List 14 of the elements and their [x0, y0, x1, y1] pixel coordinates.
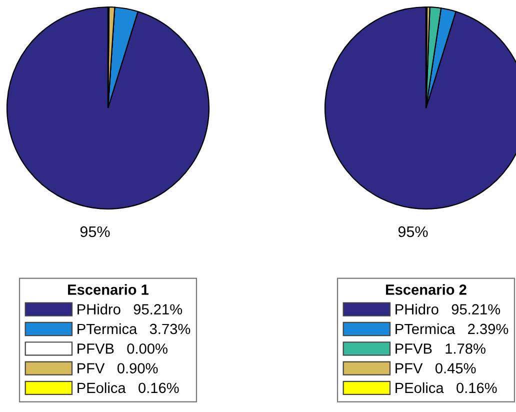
- legend-label: PEolica 0.16%: [78, 382, 179, 394]
- text: 95%: [80, 226, 110, 238]
- legend-label: PEolica 0.16%: [396, 382, 497, 394]
- legend-label: PHidro 95.21%: [396, 304, 500, 314]
- legend-label: PFV 0.45%: [396, 363, 476, 374]
- legend-title: Escenario 2: [386, 284, 466, 295]
- legend-label: PTermica 2.39%: [396, 323, 508, 334]
- legend-label: PFVB 1.78%: [396, 343, 486, 354]
- legend-label: PFV 0.90%: [78, 363, 158, 374]
- legend-label: PTermica 3.73%: [78, 323, 190, 334]
- legend-label: PFVB 0.00%: [78, 343, 168, 354]
- legend-title: Escenario 1: [68, 284, 149, 295]
- legend-label: PHidro 95.21%: [78, 304, 182, 314]
- text: 95%: [398, 226, 428, 238]
